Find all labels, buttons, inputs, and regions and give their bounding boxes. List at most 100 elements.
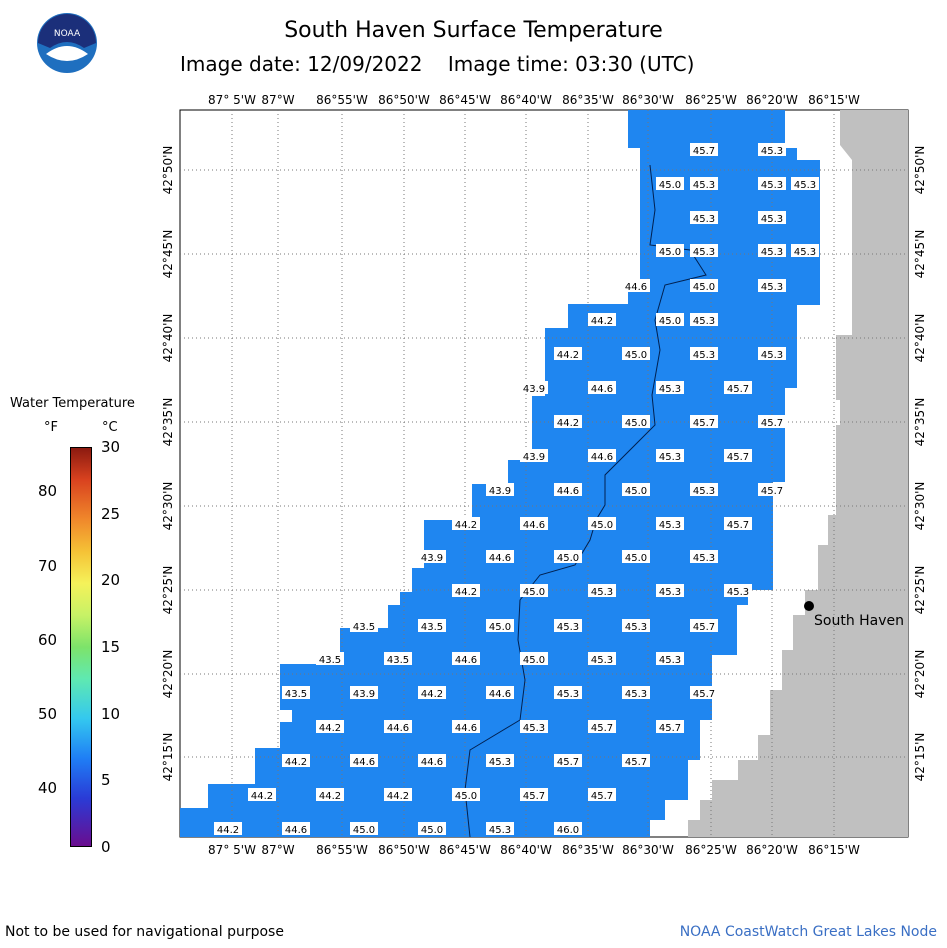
temp-label: 45.3 (693, 553, 715, 564)
temp-label-bg (758, 483, 786, 496)
temp-label: 45.3 (489, 757, 511, 768)
temp-label: 45.3 (659, 452, 681, 463)
lat-label: 42°45'N (913, 230, 927, 279)
temp-label-bg (690, 244, 718, 257)
colorbar-tick-c: 10 (101, 704, 121, 723)
temp-label: 44.6 (421, 757, 443, 768)
temp-label: 45.0 (489, 622, 511, 633)
temp-label: 45.3 (693, 486, 715, 497)
temp-label: 43.9 (523, 452, 545, 463)
temp-label: 45.0 (523, 587, 545, 598)
temp-label-bg (554, 754, 582, 767)
unit-c: °C (102, 420, 118, 435)
colorbar-tick-f: 50 (38, 704, 58, 723)
temp-label: 45.3 (693, 180, 715, 191)
temp-label-bg (690, 686, 718, 699)
lat-label: 42°35'N (913, 398, 927, 447)
temp-label: 44.6 (591, 384, 613, 395)
temp-label: 45.0 (625, 350, 647, 361)
temp-label: 45.0 (693, 282, 715, 293)
temp-label: 45.3 (591, 587, 613, 598)
place-label: South Haven (814, 613, 904, 629)
temp-label: 45.3 (761, 180, 783, 191)
temp-label: 44.2 (387, 791, 409, 802)
temp-label-bg (520, 720, 548, 733)
temp-label: 45.0 (659, 180, 681, 191)
temp-label: 45.3 (693, 350, 715, 361)
temp-label-bg (724, 449, 752, 462)
lat-label: 42°30'N (161, 482, 175, 531)
temp-label-bg (758, 279, 786, 292)
temp-label: 44.2 (319, 723, 341, 734)
lon-label: 86°25'W (685, 843, 737, 857)
lon-label: 86°55'W (316, 93, 368, 107)
lon-label: 86°30'W (622, 93, 674, 107)
temp-label: 45.3 (557, 622, 579, 633)
temp-label-bg (350, 822, 378, 835)
temp-label: 45.7 (693, 689, 715, 700)
temp-label-bg (554, 686, 582, 699)
lat-label: 42°50'N (913, 146, 927, 195)
temp-label-bg (384, 652, 412, 665)
lon-label: 86°50'W (378, 93, 430, 107)
temp-label-bg (622, 754, 650, 767)
credit: NOAA CoastWatch Great Lakes Node (679, 924, 937, 940)
temp-label: 45.7 (727, 452, 749, 463)
temp-label: 45.3 (761, 214, 783, 225)
lon-label: 86°20'W (746, 93, 798, 107)
temp-label-bg (758, 177, 786, 190)
temp-label-bg (690, 143, 718, 156)
logo-text: NOAA (54, 29, 81, 39)
temp-label: 44.2 (319, 791, 341, 802)
temp-label-bg (520, 652, 548, 665)
temp-label: 45.3 (557, 689, 579, 700)
temp-label: 44.6 (489, 553, 511, 564)
temp-label: 44.2 (455, 520, 477, 531)
temp-label: 44.2 (557, 418, 579, 429)
temp-label: 43.5 (353, 622, 375, 633)
colorbar-tick-f: 80 (38, 482, 58, 501)
temp-label: 45.0 (659, 247, 681, 258)
temp-label: 45.7 (761, 418, 783, 429)
temp-label: 43.5 (319, 655, 341, 666)
image-datetime: Image date: 12/09/2022 Image time: 03:30… (180, 52, 694, 76)
temp-label-bg (758, 211, 786, 224)
image-date: Image date: 12/09/2022 (180, 52, 423, 76)
temp-label: 44.6 (387, 723, 409, 734)
temp-label-bg (690, 347, 718, 360)
temp-label-bg (791, 177, 819, 190)
temp-label-bg (656, 449, 684, 462)
temp-label-bg (350, 686, 378, 699)
temperature-colorbar (70, 447, 92, 847)
temp-label-bg (690, 619, 718, 632)
lon-label: 86°55'W (316, 843, 368, 857)
temp-label: 44.6 (353, 757, 375, 768)
temp-label: 44.6 (591, 452, 613, 463)
colorbar-tick-c: 20 (101, 571, 121, 590)
lat-label: 42°15'N (913, 733, 927, 782)
temp-label: 45.0 (659, 316, 681, 327)
temp-label: 44.6 (285, 825, 307, 836)
temp-label-bg (452, 788, 480, 801)
temp-label: 43.5 (421, 622, 443, 633)
temp-label-bg (690, 313, 718, 326)
temp-label: 45.3 (693, 247, 715, 258)
temp-label: 45.3 (761, 146, 783, 157)
lat-label: 42°45'N (161, 230, 175, 279)
temp-label-bg (452, 517, 480, 530)
temp-label: 45.0 (421, 825, 443, 836)
lon-label: 86°40'W (500, 843, 552, 857)
temp-label-bg (418, 550, 446, 563)
temp-label: 45.3 (794, 180, 816, 191)
temp-label-bg (690, 279, 718, 292)
temp-label-bg (724, 381, 752, 394)
temp-label-bg (588, 313, 616, 326)
temp-label: 45.3 (625, 689, 647, 700)
temp-label-bg (690, 211, 718, 224)
temp-label: 45.3 (727, 587, 749, 598)
temp-label-bg (282, 754, 310, 767)
temp-label: 45.7 (625, 757, 647, 768)
temp-label-bg (520, 584, 548, 597)
temp-label: 45.0 (557, 553, 579, 564)
temp-label-bg (588, 517, 616, 530)
